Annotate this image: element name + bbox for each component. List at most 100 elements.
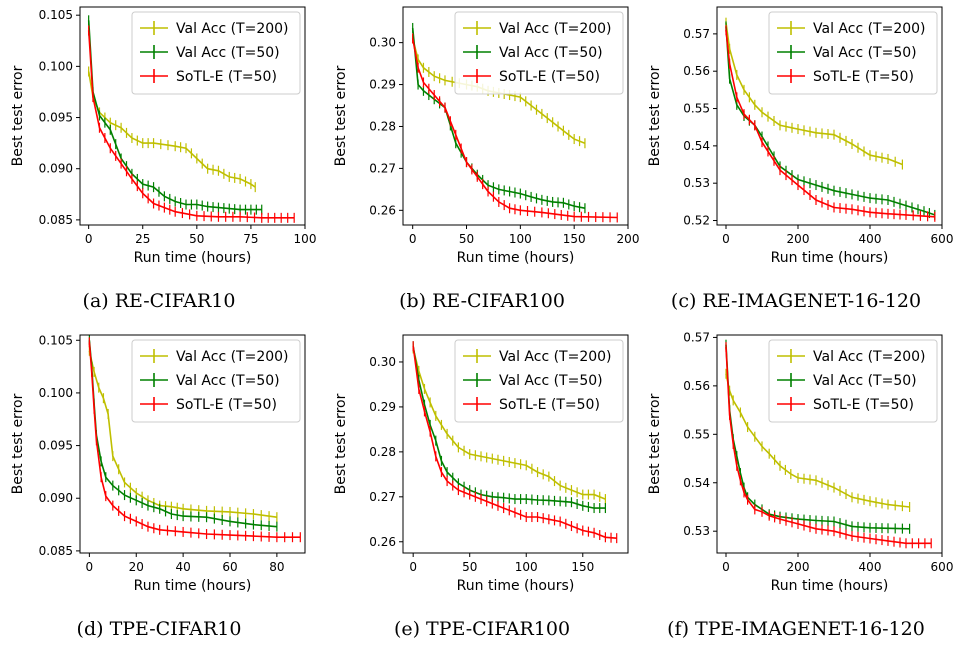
x-tick-label: 600 [931,232,954,246]
x-tick-label: 75 [243,232,258,246]
y-axis-label: Best test error [647,65,663,166]
series-line [725,344,910,530]
chart-panel-5: 0 50 100 150 0.26 0.27 0.28 0.29 0.30 Run time (h… [323,328,641,655]
panel-caption: (e) TPE-CIFAR100 [393,618,571,640]
y-tick-label: 0.54 [683,139,710,153]
y-tick-label: 0.57 [683,27,710,41]
series-1 [725,368,911,512]
y-tick-label: 0.30 [369,355,396,369]
legend: Val Acc (T=200) Val Acc (T=50) SoTL-E (T=5… [131,11,301,95]
chart-svg: 0 25 50 75 100 0.085 0.090 0.095 0.100 0.105 Run t… [10,6,317,266]
series-2 [87,15,263,215]
chart-svg: 0 200 400 600 0.52 0.53 0.54 0.55 0.56 0.57 Run ti… [647,6,954,266]
legend-label: Val Acc (T=50) [813,45,917,61]
legend-label: Val Acc (T=200) [813,21,926,37]
legend-label: Val Acc (T=50) [813,373,917,389]
axes-frame [402,6,629,226]
x-tick-label: 0 [409,232,417,246]
x-axis-label: Run time (hours) [134,578,252,594]
legend-label: SoTL-E (T=50) [813,69,914,85]
x-tick-label: 50 [462,560,477,574]
legend-label: Val Acc (T=200) [499,21,612,37]
y-tick-label: 0.55 [683,102,710,116]
x-tick-label: 0 [722,560,730,574]
y-tick-label: 0.27 [369,161,396,175]
x-tick-label: 100 [515,560,538,574]
y-tick-label: 0.29 [369,78,396,92]
chart-panel-6: 0 200 400 600 0.53 0.54 0.55 0.56 0.57 Run time (… [637,328,955,655]
legend-label: Val Acc (T=200) [813,349,926,365]
chart-svg: 0 20 40 60 80 0.085 0.090 0.095 0.100 0.105 Run ti… [10,333,306,594]
legend-label: SoTL-E (T=50) [499,397,600,413]
y-tick-label: 0.105 [39,333,73,347]
y-tick-label: 0.56 [683,64,710,78]
x-tick-label: 0 [86,560,94,574]
x-tick-label: 60 [222,560,237,574]
legend-label: SoTL-E (T=50) [176,69,277,85]
y-tick-label: 0.100 [39,386,73,400]
x-tick-label: 100 [509,232,532,246]
chart-panel-4: 0 20 40 60 80 0.085 0.090 0.095 0.100 0.105 Run ti… [0,328,318,655]
x-tick-label: 400 [859,232,882,246]
x-tick-label: 600 [931,560,954,574]
y-axis-label: Best test error [10,65,26,166]
y-tick-label: 0.085 [39,544,73,558]
y-axis-label: Best test error [10,393,26,494]
chart-svg: 0 50 100 150 200 0.26 0.27 0.28 0.29 0.30 Run time… [333,6,639,266]
y-tick-label: 0.095 [39,111,73,125]
x-tick-label: 80 [269,560,284,574]
series-line [725,26,936,216]
legend-box [454,339,624,423]
x-tick-label: 100 [294,232,317,246]
legend-label: Val Acc (T=50) [176,45,280,61]
series-1 [412,343,606,505]
y-tick-label: 0.085 [39,213,73,227]
x-axis-label: Run time (hours) [134,250,252,266]
series-3 [87,25,295,223]
axes-frame [79,334,306,554]
x-tick-label: 0 [85,232,93,246]
legend-box [131,339,301,423]
chart-panel-3: 0 200 400 600 0.52 0.53 0.54 0.55 0.56 0.57 Run ti… [637,0,955,327]
x-axis-label: Run time (hours) [771,578,889,594]
y-tick-label: 0.090 [39,162,73,176]
legend: Val Acc (T=200) Val Acc (T=50) SoTL-E (T=5… [768,339,938,423]
y-tick-label: 0.100 [39,59,73,73]
y-tick-label: 0.54 [683,476,710,490]
x-tick-label: 0 [409,560,417,574]
y-axis-label: Best test error [333,65,349,166]
y-axis-label: Best test error [333,393,349,494]
legend-label: SoTL-E (T=50) [176,397,277,413]
axes-frame [716,6,943,226]
x-tick-label: 40 [175,560,190,574]
x-tick-label: 200 [787,560,810,574]
series-1 [87,66,256,193]
y-tick-label: 0.26 [369,203,396,217]
x-tick-label: 200 [787,232,810,246]
x-tick-label: 25 [135,232,150,246]
legend-label: Val Acc (T=200) [176,349,289,365]
legend: Val Acc (T=200) Val Acc (T=50) SoTL-E (T=5… [454,339,624,423]
legend-label: Val Acc (T=50) [499,373,603,389]
panel-caption: (c) RE-IMAGENET-16-120 [670,290,922,312]
series-line [725,22,903,166]
legend-box [768,339,938,423]
series-2 [725,21,936,220]
y-tick-label: 0.30 [369,36,396,50]
series-3 [411,33,618,223]
legend-label: Val Acc (T=200) [176,21,289,37]
x-axis-label: Run time (hours) [457,250,575,266]
panel-caption: (f) TPE-IMAGENET-16-120 [667,618,925,640]
x-tick-label: 50 [189,232,204,246]
x-tick-label: 50 [459,232,474,246]
series-3 [88,337,301,543]
y-tick-label: 0.28 [369,119,396,133]
legend: Val Acc (T=200) Val Acc (T=50) SoTL-E (T=5… [454,11,624,95]
y-tick-label: 0.27 [369,490,396,504]
x-tick-label: 20 [129,560,144,574]
panel-caption: (d) TPE-CIFAR10 [76,618,242,640]
legend-label: Val Acc (T=50) [499,45,603,61]
y-tick-label: 0.29 [369,400,396,414]
panel-caption: (b) RE-CIFAR100 [399,290,565,312]
legend: Val Acc (T=200) Val Acc (T=50) SoTL-E (T=5… [131,339,301,423]
